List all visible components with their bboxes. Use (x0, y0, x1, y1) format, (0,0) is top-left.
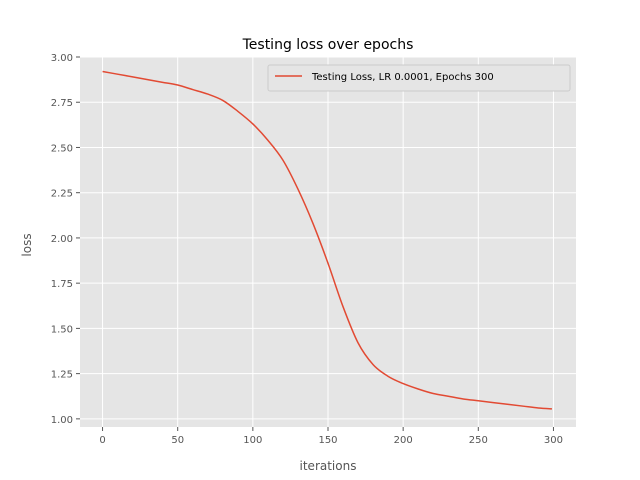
x-tick-label: 150 (318, 435, 337, 446)
legend-entry-label: Testing Loss, LR 0.0001, Epochs 300 (311, 72, 494, 83)
x-tick-label: 50 (171, 435, 184, 446)
y-tick-label: 2.25 (51, 189, 73, 200)
axis-ticks: 0 50 100 150 200 250 300 1.00 1.25 1.50 1.75 2.00 2.… (51, 53, 563, 446)
y-tick-label: 2.50 (51, 143, 73, 154)
x-tick-label: 0 (99, 435, 105, 446)
y-tick-label: 2.75 (51, 98, 73, 109)
series-line-testing-loss (102, 70, 552, 410)
legend-box (267, 64, 571, 92)
grid-lines (80, 56, 576, 427)
x-axis-label: iterations (300, 459, 357, 473)
x-tick-label: 250 (469, 435, 488, 446)
y-tick-label: 1.25 (51, 370, 73, 381)
y-tick-label: 1.75 (51, 279, 73, 290)
y-tick-label: 2.00 (51, 234, 73, 245)
chart-title: Testing loss over epochs (242, 37, 414, 53)
series-lines (102, 70, 552, 410)
x-tick-label: 100 (243, 435, 262, 446)
y-tick-label: 1.50 (51, 324, 73, 335)
y-axis-label: loss (20, 233, 34, 256)
y-tick-label: 3.00 (51, 53, 73, 64)
x-tick-label: 200 (394, 435, 413, 446)
y-tick-label: 1.00 (51, 415, 73, 426)
x-tick-label: 300 (544, 435, 563, 446)
legend: Testing Loss, LR 0.0001, Epochs 300 (267, 64, 571, 92)
